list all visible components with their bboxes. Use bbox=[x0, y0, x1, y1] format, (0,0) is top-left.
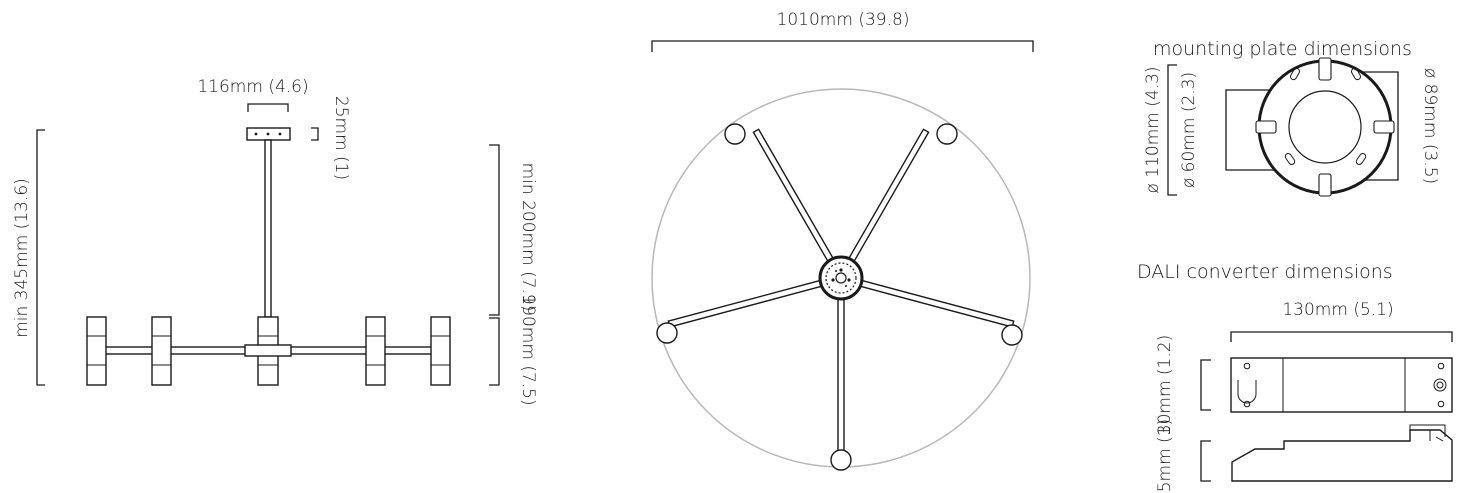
canopy-width-bracket bbox=[247, 103, 289, 112]
lamp-heads bbox=[656, 123, 1023, 471]
hole-spacing-label: ø 89mm (3.5) bbox=[1420, 68, 1440, 184]
plate-outline bbox=[1257, 59, 1393, 195]
hub bbox=[818, 255, 864, 301]
dali-side-view bbox=[1231, 424, 1453, 482]
canopy-height-bracket bbox=[311, 127, 319, 141]
dali-height-label: 25mm (1) bbox=[1155, 419, 1175, 493]
top-view: 1010mm (39.8) bbox=[651, 10, 1034, 471]
stem-height-label: min 200mm (7.9) bbox=[518, 163, 538, 312]
outer-diameter-label: ø 110mm (4.3) bbox=[1143, 66, 1163, 193]
dali-converter: DALI converter dimensions 130mm (5.1) 30… bbox=[1137, 261, 1453, 493]
dali-width-bracket bbox=[1200, 359, 1211, 411]
canopy-width-label: 116mm (4.6) bbox=[197, 77, 308, 97]
stem bbox=[264, 139, 272, 318]
diameter-label: 1010mm (39.8) bbox=[777, 10, 910, 30]
total-height-label: min 345mm (13.6) bbox=[12, 178, 32, 338]
mounting-plate-title: mounting plate dimensions bbox=[1153, 38, 1412, 60]
dali-title: DALI converter dimensions bbox=[1137, 261, 1393, 283]
dali-length-bracket bbox=[1230, 331, 1453, 342]
inner-diameter-label: ø 60mm (2.3) bbox=[1179, 72, 1199, 188]
body-height-label: 190mm (7.5) bbox=[518, 294, 538, 405]
side-view: min 345mm (13.6) 116mm (4.6) 25mm (1) mi… bbox=[12, 77, 538, 406]
plate-center-hole bbox=[1288, 90, 1362, 164]
inner-diameter-bracket bbox=[1225, 89, 1293, 171]
dali-length-label: 130mm (5.1) bbox=[1282, 300, 1393, 320]
total-height-bracket bbox=[36, 129, 45, 386]
stem-height-bracket bbox=[489, 144, 500, 316]
body-height-bracket bbox=[489, 317, 500, 386]
spokes bbox=[667, 128, 1015, 457]
canopy-height-label: 25mm (1) bbox=[331, 96, 351, 180]
hole-spacing-bracket bbox=[1358, 71, 1399, 181]
outer-diameter-bracket bbox=[1167, 64, 1177, 196]
dali-width-label: 30mm (1.2) bbox=[1155, 335, 1175, 435]
mounting-plate: mounting plate dimensions ø 110mm (4.3) … bbox=[1143, 38, 1440, 197]
lamp-columns bbox=[86, 316, 451, 386]
diameter-bracket bbox=[651, 40, 1034, 52]
dali-height-bracket bbox=[1200, 440, 1211, 482]
dali-top-view bbox=[1230, 357, 1453, 413]
